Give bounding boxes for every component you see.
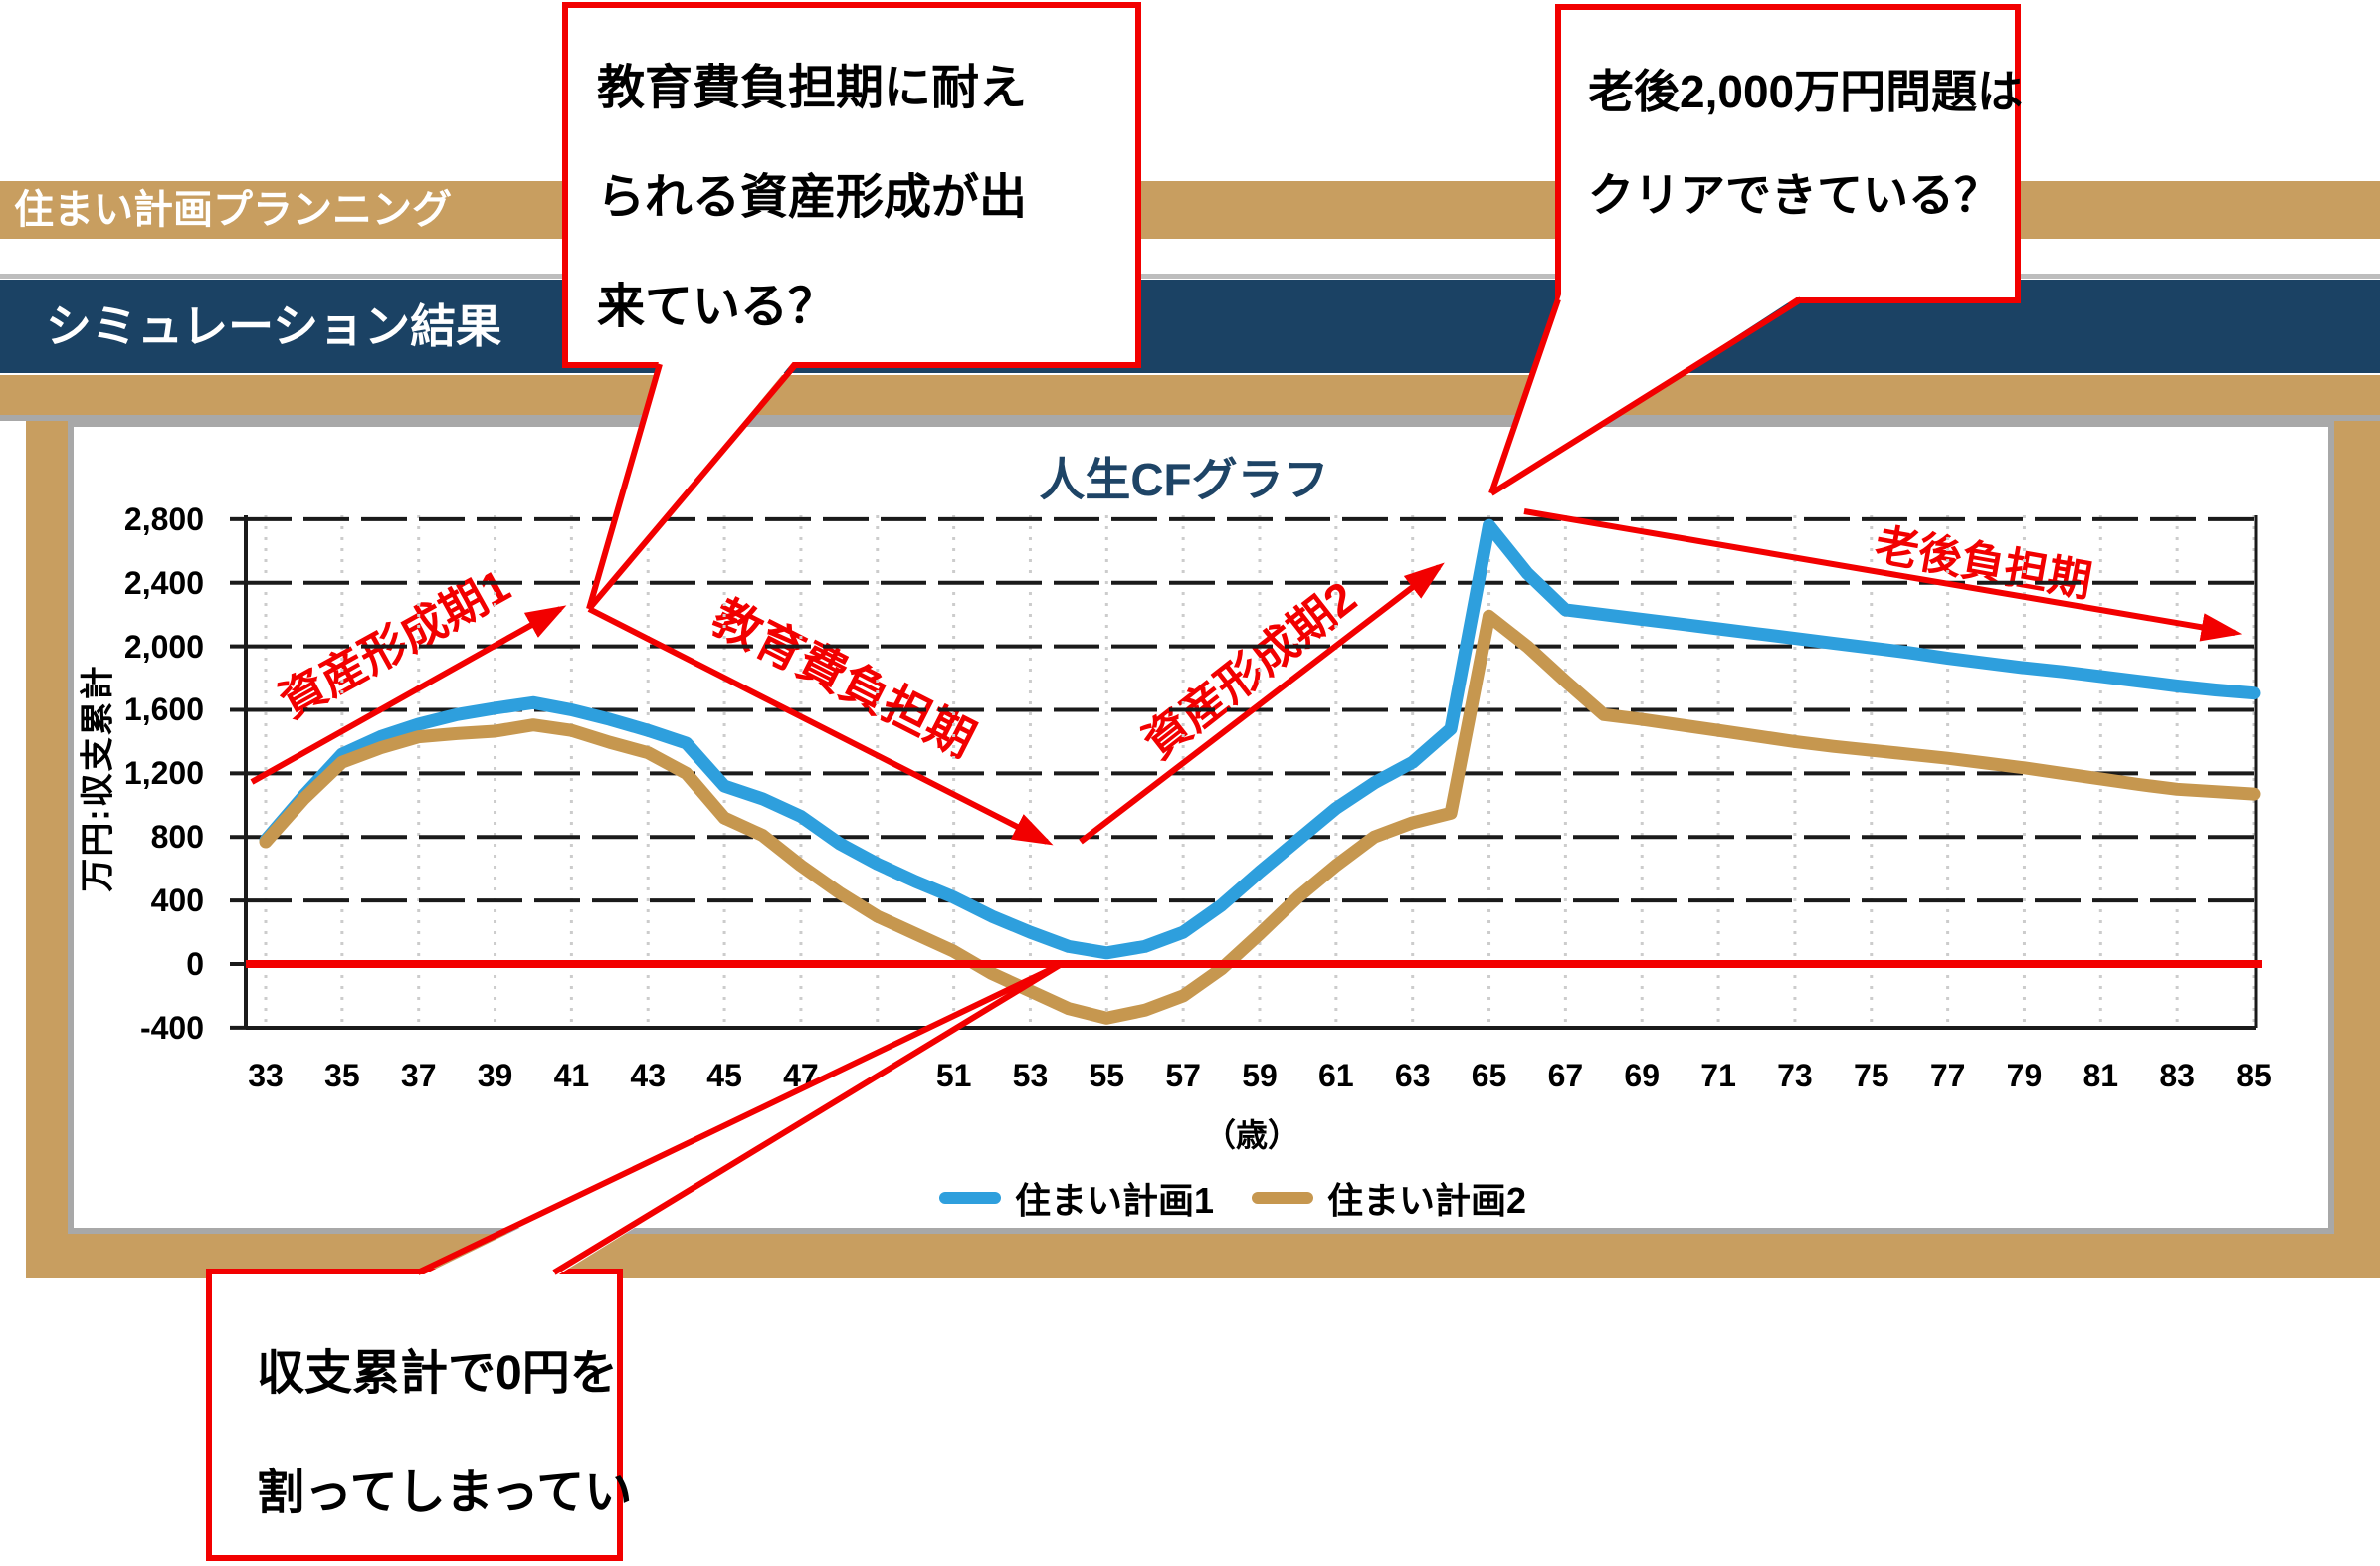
x-tick-label: 59 — [1242, 1058, 1278, 1093]
y-tick-label: 1,600 — [123, 691, 204, 728]
x-tick-label: 69 — [1624, 1058, 1661, 1093]
x-tick-label: 33 — [248, 1058, 284, 1093]
frame-keyline — [0, 415, 2380, 421]
x-tick-label: 85 — [2236, 1058, 2272, 1093]
x-tick-label: 79 — [2006, 1058, 2043, 1093]
x-tick-label: 71 — [1700, 1058, 1736, 1093]
y-tick-label: 800 — [150, 819, 204, 856]
callout-deficit-zero: 収支累計で0円を 割ってしまってい — [206, 1269, 633, 1561]
legend-swatch-plan2 — [1252, 1192, 1313, 1204]
x-tick-label: 81 — [2082, 1058, 2119, 1093]
callout-deficit-line2: 割ってしまってい — [257, 1467, 633, 1519]
x-tick-label: 47 — [783, 1058, 819, 1093]
y-tick-label: 2,400 — [123, 564, 204, 601]
callout-retirement-line2: クリアできている？ — [1588, 169, 2000, 221]
x-tick-label: 65 — [1471, 1058, 1507, 1093]
callout-education-line3: 来ている？ — [597, 281, 837, 333]
x-tick-label: 63 — [1394, 1058, 1431, 1093]
chart-legend: 住まい計画1 住まい計画2 — [55, 1172, 2380, 1224]
x-tick-label: 77 — [1929, 1058, 1966, 1093]
callout-retirement-2000: 老後2,000万円問題は クリアできている？ — [1555, 4, 2024, 303]
legend-label-plan1: 住まい計画1 — [1014, 1180, 1214, 1221]
x-tick-label: 83 — [2159, 1058, 2195, 1093]
x-tick-label: 75 — [1853, 1058, 1889, 1093]
x-axis-unit: （歳） — [1203, 1117, 1299, 1153]
y-tick-label: 2,000 — [123, 628, 204, 665]
y-tick-label: 0 — [186, 946, 204, 982]
x-tick-label: 61 — [1318, 1058, 1354, 1093]
callout-retirement-line1: 老後2,000万円問題は — [1588, 66, 2024, 117]
brand-bar-title: 住まい計画プランニング — [14, 188, 452, 232]
x-tick-label: 35 — [324, 1058, 360, 1093]
y-tick-label: -400 — [139, 1009, 204, 1046]
y-tick-label: 2,800 — [123, 500, 204, 537]
y-tick-label: 400 — [150, 882, 204, 919]
callout-education-line1: 教育費負担期に耐え — [597, 62, 1028, 114]
x-tick-label: 67 — [1547, 1058, 1584, 1093]
legend-swatch-plan1 — [938, 1192, 1001, 1204]
callout-education-cost: 教育費負担期に耐え られる資産形成が出 来ている？ — [562, 2, 1141, 368]
legend-label-plan2: 住まい計画2 — [1327, 1180, 1527, 1221]
section-title: シミュレーション結果 — [46, 300, 502, 352]
callout-deficit-line1: 収支累計で0円を — [257, 1347, 618, 1400]
callout-education-line2: られる資産形成が出 — [597, 171, 1028, 224]
section-bar: シミュレーション結果 — [0, 280, 2380, 373]
gold-stripe — [0, 375, 2380, 421]
x-tick-label: 57 — [1165, 1058, 1201, 1093]
chart-title: 人生CFグラフ — [1039, 454, 1329, 505]
x-tick-label: 55 — [1089, 1058, 1125, 1093]
brand-bar: 住まい計画プランニング — [0, 181, 2380, 239]
x-tick-label: 73 — [1777, 1058, 1813, 1093]
y-tick-label: 1,200 — [123, 755, 204, 792]
divider-rule — [0, 274, 2380, 279]
